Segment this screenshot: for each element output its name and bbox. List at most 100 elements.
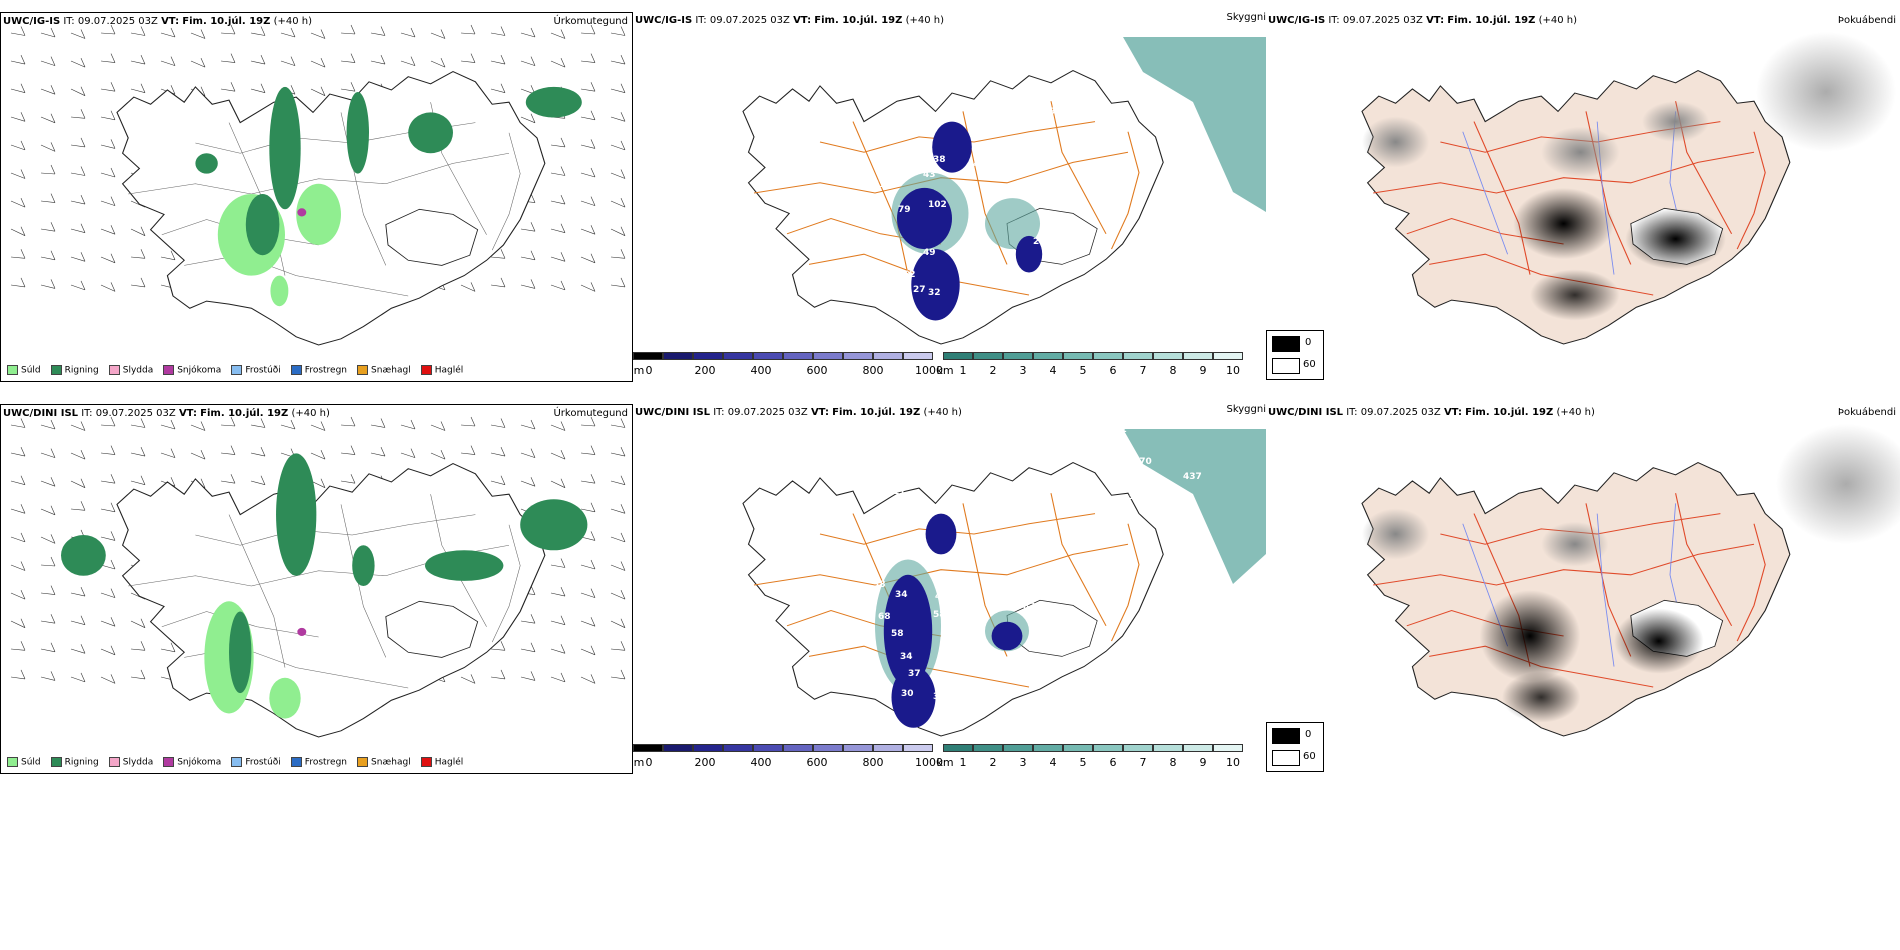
fog-legend: 0 60	[1266, 722, 1324, 772]
precip-legend: Súld Rigning Slydda Snjókoma Frostúði Frostre…	[3, 756, 469, 767]
lead-time: (+40 h)	[291, 408, 330, 419]
legend-swatch	[50, 756, 62, 767]
precip-type-panel: UWC/DINI ISL IT: 09.07.2025 03Z VT: Fim.…	[0, 404, 633, 774]
it-value: 09.07.2025 03Z	[1342, 15, 1423, 26]
fog-legend: 0 60	[1266, 330, 1324, 380]
model-name: UWC/DINI ISL	[3, 408, 79, 419]
vt-value: Fim. 10.júl. 19Z	[1465, 407, 1554, 418]
fog-legend-high: 60	[1303, 751, 1316, 762]
legend-swatch	[290, 756, 302, 767]
precip-map	[10, 24, 626, 346]
cloud-base-label: 48	[885, 245, 898, 255]
cloud-base-label: 56	[963, 63, 976, 73]
it-label: IT:	[1328, 15, 1340, 26]
vt-value: Fim. 10.júl. 19Z	[814, 15, 903, 26]
cloud-base-label: 63	[983, 173, 996, 183]
vis-tick: 8	[1169, 756, 1177, 769]
vt-value: Fim. 10.júl. 19Z	[1447, 15, 1536, 26]
cloud-header: UWC/DINI ISL IT: 09.07.2025 03Z VT: Fim.…	[635, 407, 962, 418]
cloud-base-label: 62	[1021, 582, 1034, 592]
fog-swatch-light	[1272, 750, 1300, 766]
cloud-base-label: 58	[891, 629, 904, 639]
lead-time: (+40 h)	[923, 407, 962, 418]
cloud-base-label: 82	[1023, 602, 1036, 612]
vt-label: VT:	[178, 408, 197, 419]
legend-label: Frostúði	[245, 757, 281, 767]
cloud-base-label: 34	[895, 590, 908, 600]
vis-tick: 10	[1226, 756, 1240, 769]
precip-title: Úrkomutegund	[553, 408, 628, 419]
legend-swatch	[357, 364, 369, 375]
legend-label: Slydda	[122, 757, 154, 767]
it-value: 09.07.2025 03Z	[77, 16, 158, 27]
legend-label: Rigning	[64, 757, 99, 767]
legend-label: Snæhagl	[371, 365, 411, 375]
legend-item: Frostregn	[287, 364, 348, 375]
fog-swatch-dark	[1272, 728, 1300, 744]
cloud-base-label: 38	[873, 580, 886, 590]
vis-tick: 6	[1109, 756, 1117, 769]
cloud-header: UWC/IG-IS IT: 09.07.2025 03Z VT: Fim. 10…	[635, 15, 944, 26]
ceiling-tick: 400	[750, 364, 772, 377]
cloud-base-label: 32	[928, 288, 941, 298]
cloud-title: Skyggni	[1226, 12, 1266, 23]
legend-item: Súld	[3, 756, 41, 767]
vis-tick: 1	[959, 756, 967, 769]
cloud-base-label: 28	[1033, 237, 1046, 247]
model-name: UWC/DINI ISL	[1268, 407, 1344, 418]
model-name: UWC/IG-IS	[1268, 15, 1326, 26]
cloud-base-label: 68	[878, 612, 891, 622]
fog-legend-high: 60	[1303, 359, 1316, 370]
ceiling-tick: 800	[862, 756, 884, 769]
cloud-base-label: 42	[935, 592, 948, 602]
it-label: IT:	[713, 407, 725, 418]
it-value: 09.07.2025 03Z	[1360, 407, 1441, 418]
legend-item: Súld	[3, 364, 41, 375]
legend-item: Rigning	[47, 756, 99, 767]
cloud-base-label: 30	[1065, 105, 1078, 115]
ceiling-unit: m	[633, 364, 645, 377]
cloud-base-label: 370	[1133, 457, 1152, 467]
fog-panel: UWC/IG-IS IT: 09.07.2025 03Z VT: Fim. 10…	[1266, 12, 1900, 382]
precip-header: UWC/IG-IS IT: 09.07.2025 03Z VT: Fim. 10…	[3, 16, 312, 27]
legend-swatch	[231, 756, 243, 767]
fog-swatch-dark	[1272, 336, 1300, 352]
cloud-base-label: 6	[1075, 53, 1081, 63]
ceiling-tick: 800	[862, 364, 884, 377]
precip-header: UWC/DINI ISL IT: 09.07.2025 03Z VT: Fim.…	[3, 408, 330, 419]
vis-tick: 5	[1079, 364, 1087, 377]
vis-tick: 3	[1019, 364, 1027, 377]
legend-label: Súld	[21, 365, 41, 375]
legend-swatch	[50, 364, 62, 375]
fog-panel: UWC/DINI ISL IT: 09.07.2025 03Z VT: Fim.…	[1266, 404, 1900, 774]
lead-time: (+40 h)	[1538, 15, 1577, 26]
ceiling-tick: 400	[750, 756, 772, 769]
precip-map	[10, 416, 626, 738]
legend-item: Snjókoma	[159, 364, 221, 375]
vis-tick: 8	[1169, 364, 1177, 377]
vis-tick: 5	[1079, 756, 1087, 769]
cloud-base-label: 11	[893, 487, 906, 497]
legend-item: Rigning	[47, 364, 99, 375]
visibility-colorbar: km 1 2 3 4 5 6 7 8 9 10	[936, 744, 1243, 772]
cloud-base-label: 58	[933, 610, 946, 620]
vis-tick: 4	[1049, 756, 1057, 769]
vis-tick: 2	[989, 364, 997, 377]
model-name: UWC/IG-IS	[635, 15, 693, 26]
model-name: UWC/DINI ISL	[635, 407, 711, 418]
cloud-base-label: 331	[1108, 425, 1127, 435]
legend-label: Frostregn	[304, 365, 348, 375]
precip-legend: Súld Rigning Slydda Snjókoma Frostúði Frostre…	[3, 364, 469, 375]
cloud-base-label: 52	[903, 270, 916, 280]
legend-label: Haglél	[434, 757, 464, 767]
legend-swatch	[7, 756, 18, 767]
legend-swatch	[231, 364, 243, 375]
legend-item: Haglél	[417, 756, 464, 767]
vt-label: VT:	[161, 16, 180, 27]
vis-tick: 9	[1199, 756, 1207, 769]
fog-title: Þokuábendi	[1837, 15, 1896, 26]
lead-time: (+40 h)	[905, 15, 944, 26]
it-label: IT:	[1346, 407, 1358, 418]
vis-tick: 10	[1226, 364, 1240, 377]
